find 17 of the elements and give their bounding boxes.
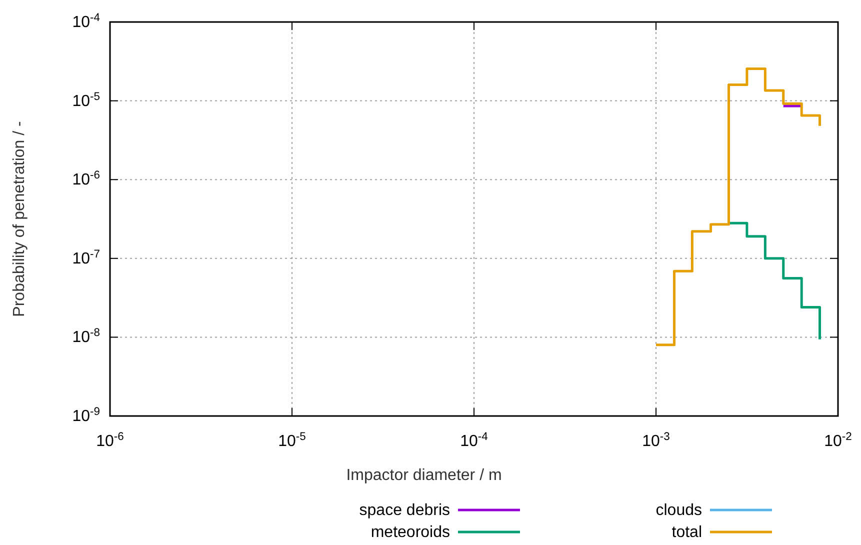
x-tick-label: 10$^{-3}$: [642, 431, 670, 450]
legend-label: meteoroids: [370, 524, 450, 541]
y-tick-label: 10$^{-8}$: [72, 327, 100, 346]
y-tick-label: 10$^{-4}$: [72, 12, 100, 31]
x-tick-label: 10$^{-5}$: [278, 431, 306, 450]
legend-label: space debris: [359, 502, 450, 519]
y-axis-title: Probability of penetration / -: [11, 121, 28, 317]
legend-label: total: [672, 524, 702, 541]
x-tick-label: 10$^{-6}$: [96, 431, 124, 450]
y-tick-label: 10$^{-6}$: [72, 170, 100, 189]
x-tick-label: 10$^{-2}$: [824, 431, 852, 450]
legend-label: clouds: [656, 502, 702, 519]
x-tick-label: 10$^{-4}$: [460, 431, 488, 450]
y-tick-label: 10$^{-5}$: [72, 90, 100, 110]
y-tick-label: 10$^{-7}$: [72, 248, 100, 268]
y-tick-label: 10$^{-9}$: [72, 406, 100, 425]
x-axis-title: Impactor diameter / m: [346, 467, 502, 484]
